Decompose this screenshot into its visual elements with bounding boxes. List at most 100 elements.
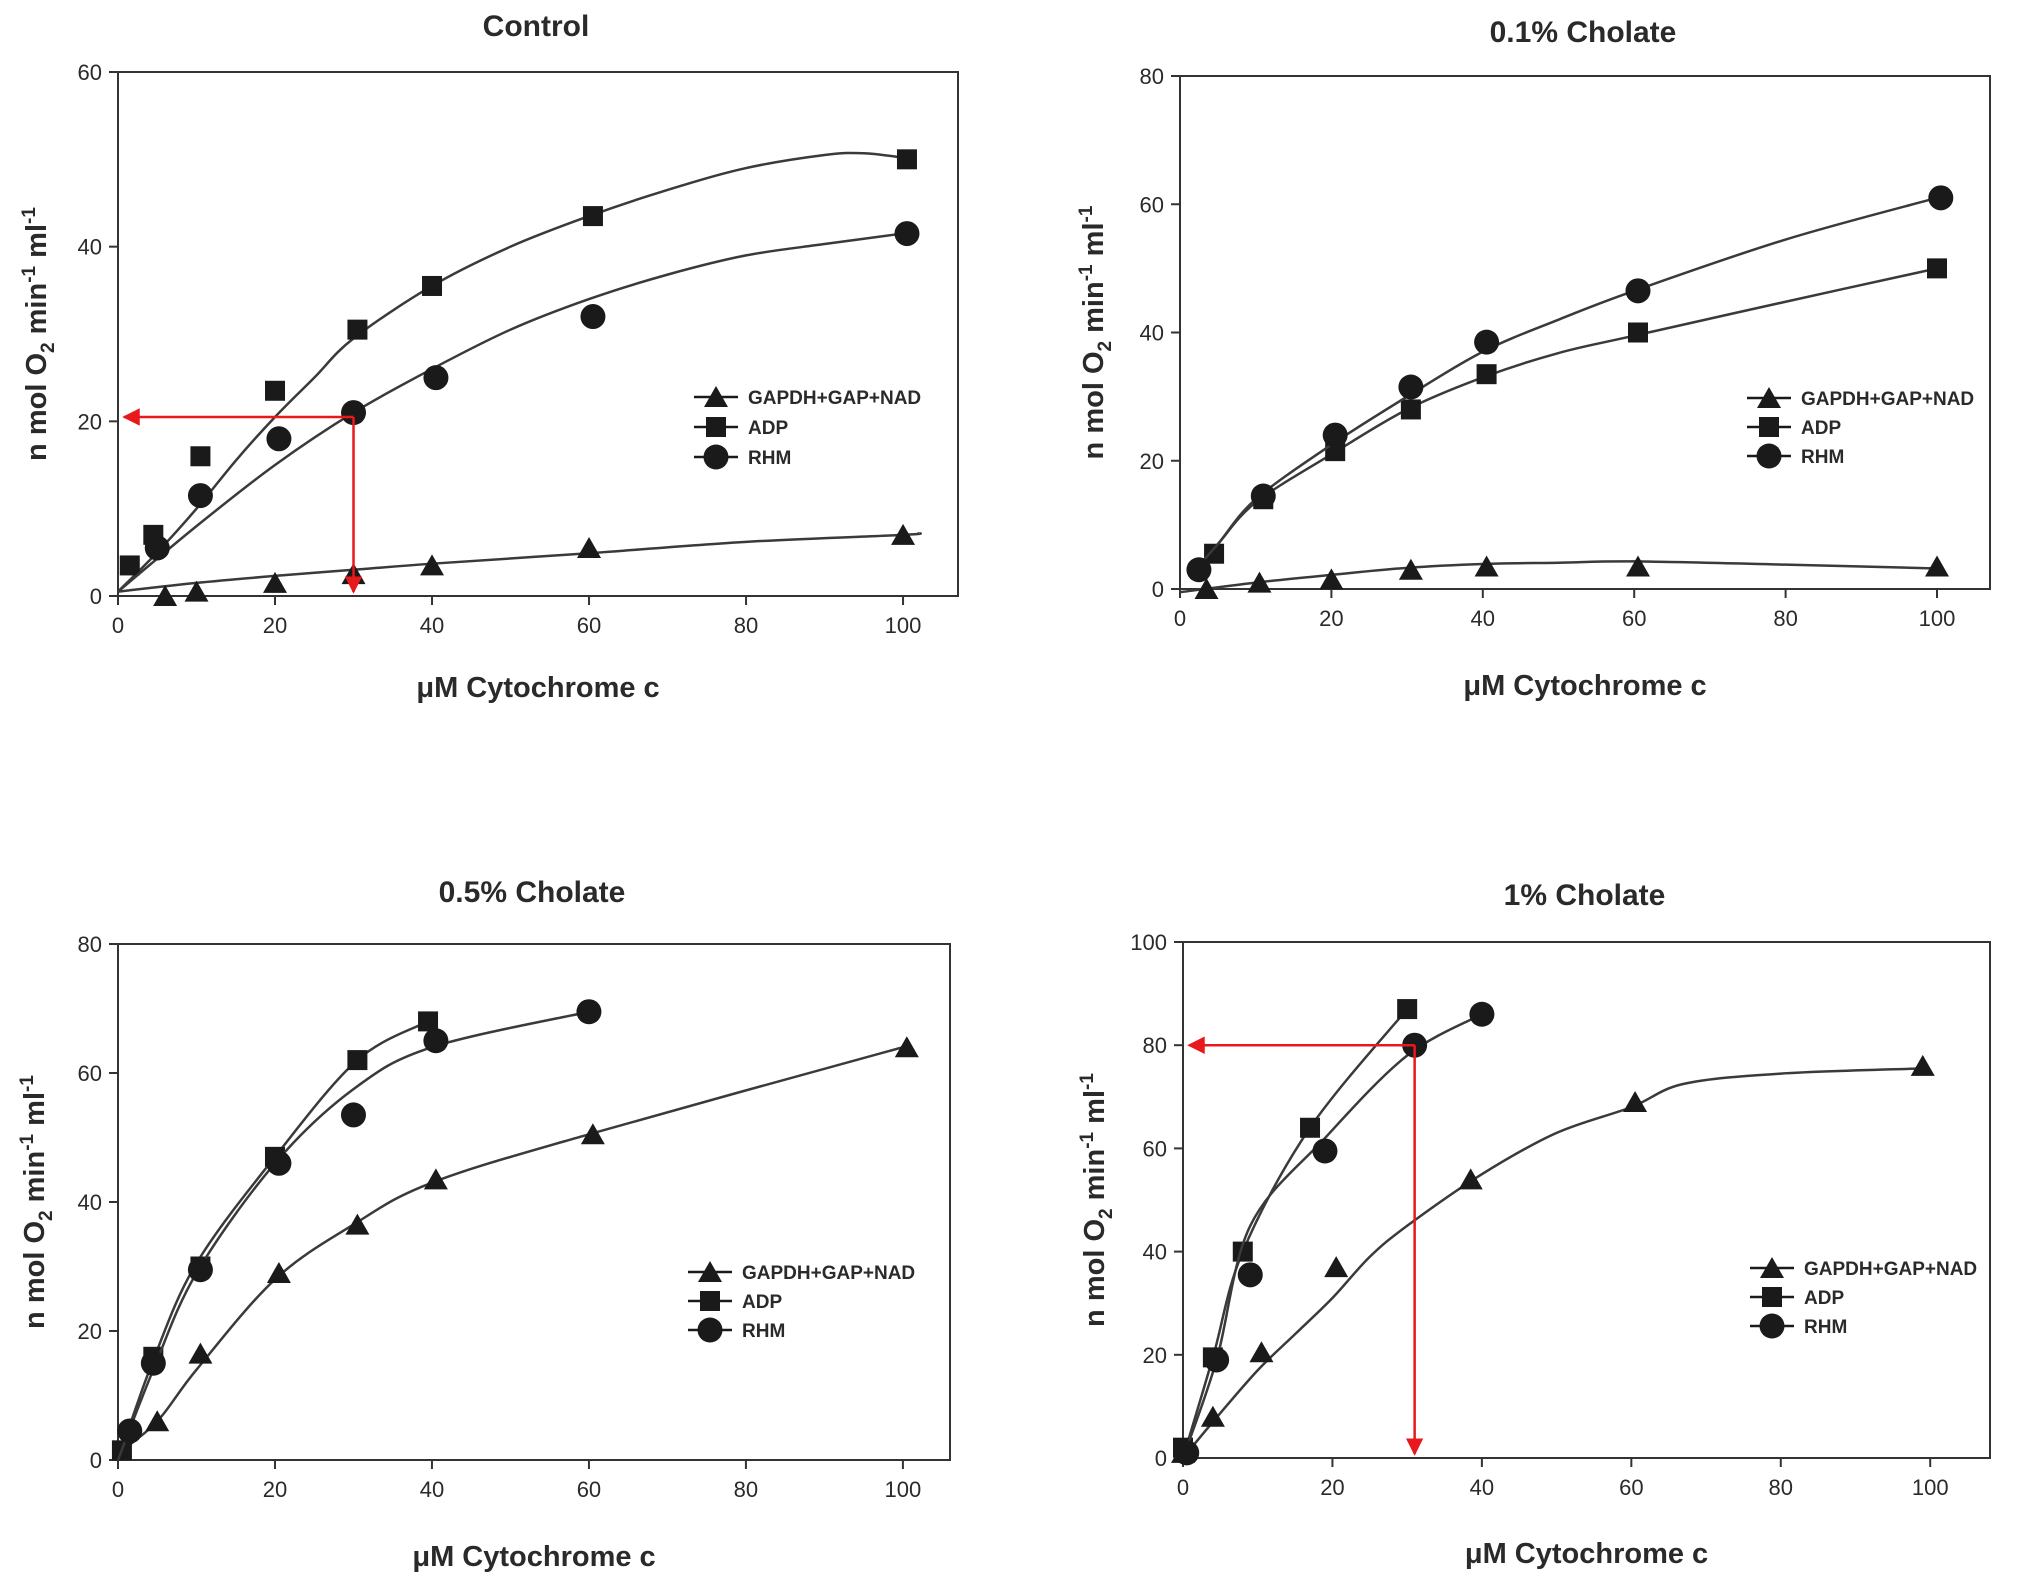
chart-title: 1% Cholate	[1504, 879, 1666, 912]
series-adp	[117, 149, 917, 593]
data-point	[1247, 571, 1272, 593]
x-tick-label: 60	[577, 1477, 601, 1502]
legend: GAPDH+GAP+NAD ADP RHM	[688, 1261, 915, 1343]
x-tick-label: 100	[1919, 606, 1956, 631]
chart-panel-1: Control 0 20 40 60 80 100 0 20 40 60 μM Cytochrome …	[19, 10, 959, 704]
legend-marker	[1757, 387, 1781, 408]
data-point	[580, 1123, 605, 1145]
x-tick-label: 60	[1619, 1475, 1643, 1500]
series-gapdh-gap-nad	[1171, 1054, 1935, 1463]
series-gapdh-gap-nad	[117, 1036, 919, 1455]
data-point	[1474, 555, 1499, 577]
x-tick-label: 0	[112, 1477, 124, 1502]
y-tick-label: 100	[1130, 930, 1167, 955]
data-point	[1398, 558, 1423, 580]
x-tick-label: 0	[1177, 1475, 1189, 1500]
data-point	[1476, 364, 1497, 385]
data-point	[894, 221, 920, 247]
x-tick-label: 40	[420, 613, 444, 638]
chart-panel-2: 0.1% Cholate 0 20 40 60 80 100 0 20 40 60 80 μM Cyto…	[1076, 16, 1991, 702]
y-tick-label: 80	[1140, 64, 1164, 89]
data-point	[1249, 1341, 1274, 1363]
data-point	[347, 319, 368, 340]
data-point	[1627, 322, 1648, 343]
data-point	[418, 1011, 439, 1032]
legend-label: ADP	[1804, 1288, 1844, 1309]
data-point	[1204, 543, 1225, 564]
data-point	[1925, 555, 1950, 577]
legend-label: GAPDH+GAP+NAD	[1804, 1259, 1977, 1280]
data-point	[423, 365, 449, 391]
series-line	[1179, 560, 1938, 594]
data-point	[1200, 1405, 1225, 1427]
legend-marker	[698, 1261, 722, 1282]
chart-panel-3: 0.5% Cholate 0 20 40 60 80 100 0 20 40 60 80 μM Cyto…	[17, 876, 951, 1573]
legend-label: GAPDH+GAP+NAD	[748, 388, 921, 409]
series-rhm	[1174, 1001, 1495, 1466]
legend-label: ADP	[748, 418, 788, 439]
y-axis-label: n mol O2 min-1 ml-1	[1077, 1073, 1117, 1327]
legend-marker	[697, 1317, 723, 1343]
x-tick-label: 80	[734, 1477, 758, 1502]
x-tick-label: 100	[1912, 1475, 1949, 1500]
data-point	[340, 1102, 366, 1128]
series-rhm	[117, 221, 920, 593]
x-tick-label: 0	[112, 613, 124, 638]
y-tick-label: 60	[78, 1061, 102, 1086]
data-point	[341, 400, 367, 426]
data-point	[580, 304, 606, 330]
legend-label: RHM	[742, 1321, 785, 1342]
y-tick-label: 0	[1152, 577, 1164, 602]
x-tick-label: 20	[263, 1477, 287, 1502]
series-adp	[1194, 258, 1948, 571]
data-point	[1458, 1168, 1483, 1190]
data-point	[1397, 999, 1418, 1020]
data-point	[1324, 1256, 1349, 1278]
data-point	[140, 1350, 166, 1376]
data-point	[894, 1036, 919, 1058]
data-point	[896, 149, 917, 170]
data-point	[1194, 578, 1219, 599]
data-point	[423, 1028, 449, 1054]
data-point	[582, 206, 603, 227]
y-tick-label: 60	[1143, 1136, 1167, 1161]
plot-frame	[1182, 941, 1991, 1459]
legend: GAPDH+GAP+NAD ADP RHM	[1747, 387, 1974, 469]
y-tick-label: 60	[78, 60, 102, 85]
x-axis-label: μM Cytochrome c	[1463, 670, 1706, 702]
data-point	[1474, 329, 1500, 355]
y-tick-label: 20	[1143, 1343, 1167, 1368]
series-line	[117, 151, 904, 593]
data-point	[1625, 555, 1650, 577]
x-axis-label: μM Cytochrome c	[416, 672, 659, 704]
legend-label: GAPDH+GAP+NAD	[742, 1263, 915, 1284]
data-point	[263, 571, 288, 593]
series-gapdh-gap-nad	[117, 523, 922, 606]
legend-marker	[1756, 443, 1782, 469]
data-point	[1319, 568, 1344, 590]
series-rhm	[116, 999, 602, 1461]
data-point	[423, 1168, 448, 1190]
y-tick-label: 0	[1155, 1446, 1167, 1471]
chart-panel-4: 1% Cholate 0 20 40 60 80 100 0 20 40 60 80 100 μM Cyt…	[1077, 879, 1991, 1570]
x-tick-label: 20	[263, 613, 287, 638]
legend-label: GAPDH+GAP+NAD	[1801, 389, 1974, 410]
y-axis-label: n mol O2 min-1 ml-1	[17, 1075, 57, 1329]
legend-label: RHM	[1801, 447, 1844, 468]
legend-marker	[703, 444, 729, 470]
x-axis-label: μM Cytochrome c	[412, 1541, 655, 1573]
y-axis-label: n mol O2 min-1 ml-1	[19, 207, 59, 461]
y-tick-label: 40	[78, 235, 102, 260]
data-point	[266, 426, 292, 452]
data-point	[1186, 557, 1212, 583]
data-point	[266, 1261, 291, 1283]
plot-frame	[117, 71, 959, 597]
x-tick-label: 40	[1471, 606, 1495, 631]
x-tick-label: 0	[1174, 606, 1186, 631]
data-point	[1322, 422, 1348, 448]
data-point	[1300, 1117, 1321, 1138]
data-point	[1204, 1347, 1230, 1373]
series-line	[1182, 1067, 1923, 1459]
data-point	[188, 1342, 213, 1364]
